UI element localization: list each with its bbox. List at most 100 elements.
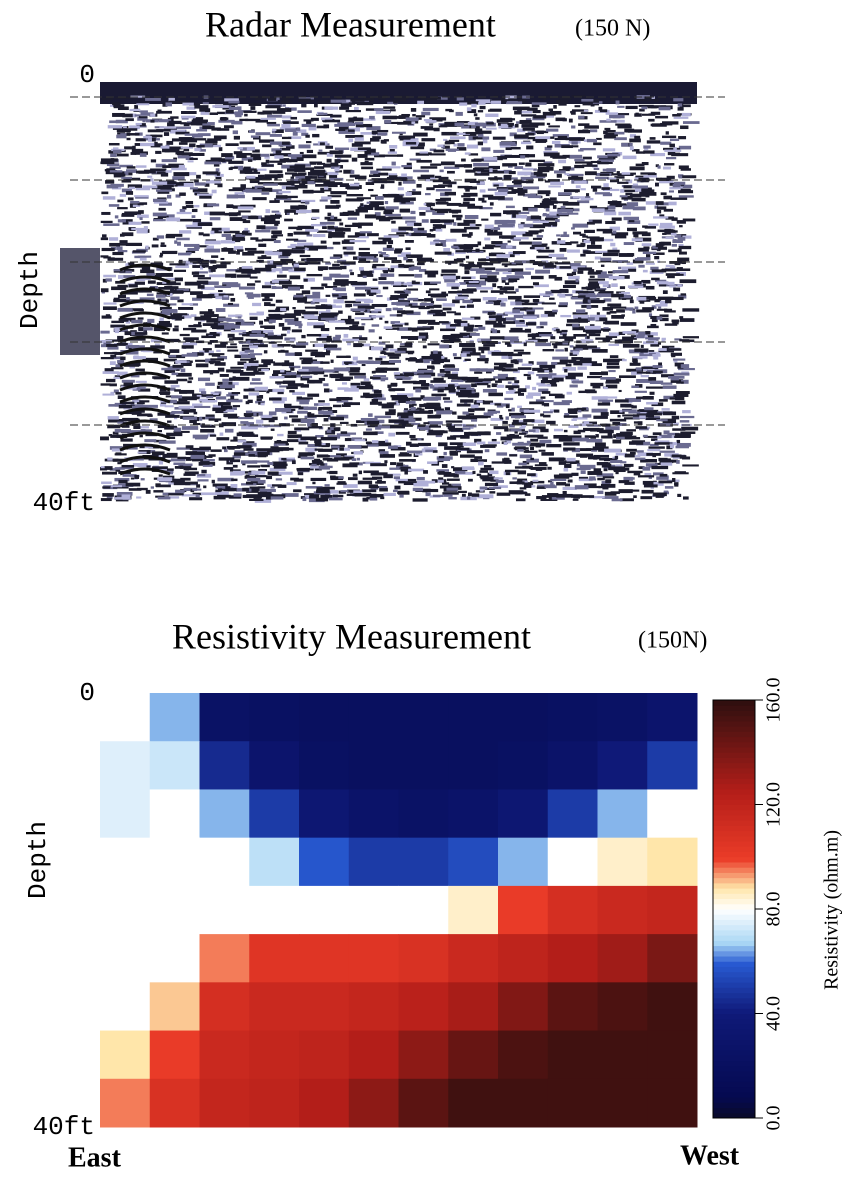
radar-speckle	[245, 292, 253, 294]
radar-image	[60, 75, 725, 503]
radar-speckle	[227, 350, 238, 352]
radar-speckle	[137, 402, 145, 404]
radar-speckle	[610, 243, 615, 247]
radar-speckle	[372, 131, 378, 135]
radar-speckle	[355, 287, 371, 290]
radar-speckle	[257, 399, 262, 401]
radar-speckle	[415, 389, 421, 393]
radar-speckle	[518, 352, 531, 355]
radar-speckle	[329, 398, 341, 401]
radar-speckle	[281, 334, 286, 336]
radar-speckle	[327, 336, 332, 340]
radar-speckle	[419, 212, 425, 216]
radar-speckle	[179, 142, 188, 145]
radar-speckle	[474, 456, 482, 459]
radar-speckle	[533, 168, 537, 170]
radar-speckle	[499, 236, 512, 239]
radar-speckle	[426, 203, 435, 206]
radar-speckle	[463, 198, 475, 201]
radar-speckle	[276, 212, 281, 214]
radar-speckle	[323, 383, 328, 386]
radar-speckle	[266, 475, 272, 479]
radar-speckle	[570, 241, 578, 243]
radar-speckle	[670, 445, 674, 448]
radar-speckle	[464, 164, 472, 168]
radar-speckle	[577, 244, 585, 247]
radar-speckle	[394, 250, 402, 254]
radar-speckle	[546, 421, 556, 424]
radar-speckle	[418, 443, 431, 446]
radar-speckle	[298, 144, 310, 148]
radar-speckle	[531, 215, 540, 219]
radar-speckle	[434, 128, 440, 132]
radar-speckle	[467, 145, 478, 149]
radar-speckle	[571, 176, 578, 180]
radar-speckle	[435, 176, 441, 178]
radar-speckle	[202, 265, 209, 268]
radar-speckle	[585, 389, 595, 391]
radar-speckle	[176, 182, 184, 186]
radar-speckle	[601, 436, 613, 439]
radar-speckle	[271, 429, 275, 431]
radar-speckle	[262, 144, 271, 147]
radar-speckle	[341, 431, 348, 434]
radar-speckle	[426, 187, 434, 190]
radar-speckle	[228, 303, 233, 305]
radar-speckle	[647, 449, 660, 451]
radar-speckle	[419, 380, 426, 384]
radar-speckle	[508, 296, 522, 300]
radar-speckle	[385, 214, 401, 216]
radar-speckle	[423, 108, 439, 111]
radar-speckle	[663, 385, 677, 388]
radar-speckle	[232, 392, 241, 394]
radar-speckle	[524, 343, 527, 347]
radar-speckle	[110, 355, 116, 358]
radar-speckle	[677, 440, 680, 443]
radar-speckle	[227, 325, 240, 329]
radar-speckle	[365, 158, 375, 161]
radar-speckle	[179, 192, 186, 195]
radar-speckle	[462, 347, 476, 349]
radar-speckle	[477, 358, 489, 361]
radar-speckle	[552, 224, 557, 226]
radar-speckle	[501, 124, 508, 126]
radar-speckle	[324, 418, 329, 421]
radar-speckle	[463, 193, 477, 197]
radar-speckle	[489, 487, 501, 489]
radar-speckle	[592, 208, 605, 212]
radar-speckle	[362, 489, 376, 492]
radar-speckle	[165, 415, 180, 418]
radar-speckle	[449, 270, 456, 272]
radar-speckle	[121, 214, 134, 217]
radar-speckle	[266, 391, 269, 394]
radar-speckle	[475, 117, 479, 120]
radar-speckle	[450, 435, 466, 437]
radar-speckle	[174, 428, 181, 432]
radar-speckle	[389, 402, 396, 404]
radar-speckle	[553, 435, 567, 439]
radar-speckle	[312, 482, 315, 484]
radar-speckle	[332, 264, 340, 267]
radar-speckle	[682, 410, 691, 413]
radar-speckle	[348, 129, 355, 131]
radar-speckle	[565, 348, 568, 352]
radar-speckle	[635, 458, 646, 461]
radar-speckle	[519, 427, 525, 430]
radar-speckle	[321, 283, 327, 286]
radar-speckle	[136, 123, 142, 125]
radar-speckle	[279, 323, 284, 327]
radar-speckle	[569, 155, 582, 159]
radar-speckle	[576, 185, 581, 188]
radar-speckle	[458, 491, 467, 493]
radar-speckle	[584, 110, 588, 112]
radar-speckle	[590, 129, 597, 132]
radar-speckle	[660, 223, 673, 226]
radar-speckle	[508, 382, 512, 384]
radar-speckle	[508, 387, 513, 390]
radar-speckle	[179, 165, 185, 168]
radar-speckle	[530, 458, 534, 460]
radar-speckle	[396, 462, 403, 466]
radar-speckle	[277, 275, 287, 278]
radar-speckle	[110, 170, 123, 172]
radar-speckle	[159, 321, 170, 324]
